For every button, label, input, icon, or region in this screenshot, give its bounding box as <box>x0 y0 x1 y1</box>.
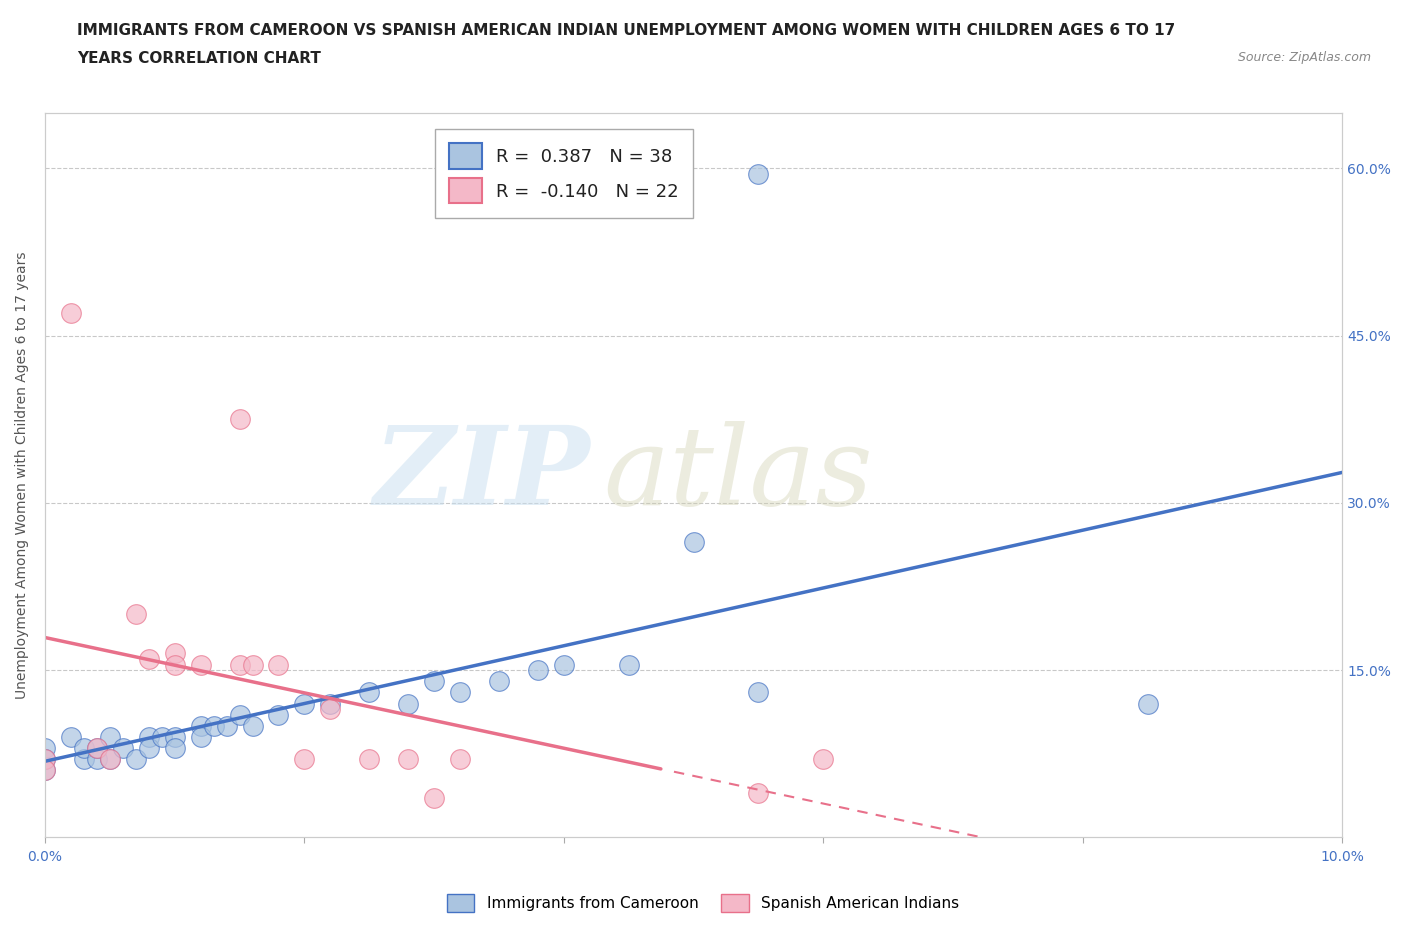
Point <box>396 751 419 766</box>
Point <box>111 740 134 755</box>
Point <box>163 658 186 672</box>
Point <box>553 658 575 672</box>
Point <box>423 674 446 689</box>
Point <box>163 646 186 661</box>
Point <box>488 674 510 689</box>
Point <box>449 751 471 766</box>
Point <box>423 790 446 805</box>
Point <box>242 718 264 733</box>
Point <box>34 751 56 766</box>
Point <box>86 740 108 755</box>
Text: atlas: atlas <box>603 421 873 529</box>
Text: Source: ZipAtlas.com: Source: ZipAtlas.com <box>1237 51 1371 64</box>
Point <box>73 751 96 766</box>
Point <box>138 652 160 667</box>
Point <box>242 658 264 672</box>
Point <box>190 718 212 733</box>
Point <box>747 685 769 700</box>
Point <box>747 166 769 181</box>
Text: ZIP: ZIP <box>373 421 591 529</box>
Point <box>294 697 316 711</box>
Point <box>682 535 704 550</box>
Point <box>98 751 121 766</box>
Y-axis label: Unemployment Among Women with Children Ages 6 to 17 years: Unemployment Among Women with Children A… <box>15 251 30 698</box>
Point <box>319 697 342 711</box>
Point <box>294 751 316 766</box>
Point <box>267 658 290 672</box>
Point <box>86 751 108 766</box>
Point <box>747 785 769 800</box>
Legend: R =  0.387   N = 38, R =  -0.140   N = 22: R = 0.387 N = 38, R = -0.140 N = 22 <box>434 129 693 218</box>
Point <box>34 751 56 766</box>
Point <box>228 658 250 672</box>
Point <box>98 729 121 744</box>
Point <box>138 740 160 755</box>
Point <box>1136 697 1159 711</box>
Point <box>34 740 56 755</box>
Point <box>813 751 835 766</box>
Point <box>34 763 56 777</box>
Point <box>34 763 56 777</box>
Point <box>98 751 121 766</box>
Point <box>617 658 640 672</box>
Legend: Immigrants from Cameroon, Spanish American Indians: Immigrants from Cameroon, Spanish Americ… <box>440 888 966 918</box>
Point <box>150 729 173 744</box>
Point <box>215 718 238 733</box>
Point <box>190 658 212 672</box>
Point <box>449 685 471 700</box>
Point <box>163 729 186 744</box>
Point <box>125 751 148 766</box>
Point <box>359 751 381 766</box>
Text: YEARS CORRELATION CHART: YEARS CORRELATION CHART <box>77 51 321 66</box>
Point <box>319 702 342 717</box>
Point <box>228 708 250 723</box>
Point <box>138 729 160 744</box>
Point <box>202 718 225 733</box>
Point <box>59 729 82 744</box>
Point <box>125 607 148 622</box>
Point <box>228 412 250 427</box>
Text: IMMIGRANTS FROM CAMEROON VS SPANISH AMERICAN INDIAN UNEMPLOYMENT AMONG WOMEN WIT: IMMIGRANTS FROM CAMEROON VS SPANISH AMER… <box>77 23 1175 38</box>
Point <box>163 740 186 755</box>
Point <box>190 729 212 744</box>
Point <box>267 708 290 723</box>
Point <box>527 663 550 678</box>
Point <box>59 306 82 321</box>
Point <box>396 697 419 711</box>
Point <box>359 685 381 700</box>
Point <box>73 740 96 755</box>
Point <box>86 740 108 755</box>
